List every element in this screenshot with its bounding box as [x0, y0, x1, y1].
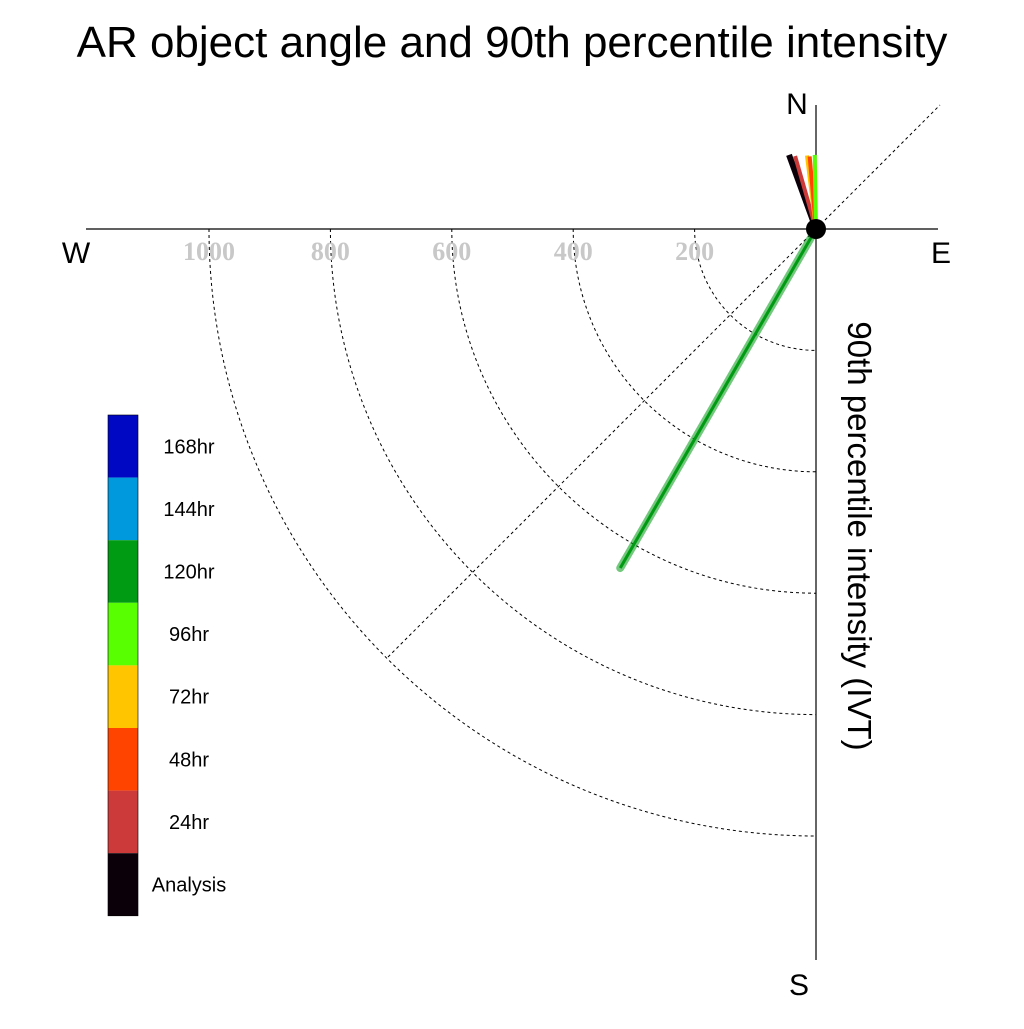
radial-tick-label: 400: [554, 237, 593, 266]
grid-arc: [572, 228, 817, 473]
legend-label: 96hr: [169, 624, 209, 646]
legend-swatch: [108, 665, 138, 728]
grid-arc: [694, 228, 817, 351]
grid-arc: [208, 228, 817, 837]
grid-arc: [451, 228, 817, 594]
legend-swatch: [108, 790, 138, 854]
compass-south: S: [789, 969, 809, 1002]
legend-label: Analysis: [152, 875, 226, 897]
legend-label: 168hr: [163, 436, 214, 458]
radial-tick-label: 200: [675, 237, 714, 266]
legend-swatch: [108, 415, 138, 478]
radial-tick-label: 800: [311, 237, 350, 266]
legend-swatch: [108, 540, 138, 603]
legend-label: 120hr: [163, 562, 214, 584]
legend-frame: [107, 414, 139, 917]
axes-layer: [86, 104, 941, 960]
legend: 168hr 144hr 120hr 96hr 72hr 48hr 24hr Analysis: [107, 414, 226, 917]
grid-arc: [329, 228, 817, 716]
y-axis-label: 90th percentile intensity (IVT): [841, 321, 878, 750]
grid-layer: [208, 228, 817, 837]
legend-swatch: [108, 728, 138, 791]
origin-marker: [806, 219, 826, 239]
series-vector-96hr: [812, 154, 818, 230]
legend-swatch: [108, 853, 138, 916]
legend-swatch: [108, 477, 138, 541]
legend-label: 144hr: [163, 499, 214, 521]
legend-label: 72hr: [169, 687, 209, 709]
legend-swatch: [108, 602, 138, 666]
compass-west: W: [62, 237, 91, 270]
diagonal-grid-line: [387, 104, 941, 658]
chart-title: AR object angle and 90th percentile inte…: [77, 18, 948, 67]
legend-label: 48hr: [169, 749, 209, 771]
compass-north: N: [786, 88, 808, 121]
series-vector-120hr: [618, 228, 818, 569]
radial-tick-label: 600: [432, 237, 471, 266]
radial-tick-labels: 200 400 600 800 1000: [183, 237, 714, 266]
radial-tick-label: 1000: [183, 237, 235, 266]
compass-east: E: [931, 237, 951, 270]
series-layer: [616, 153, 820, 573]
legend-label: 24hr: [169, 812, 209, 834]
